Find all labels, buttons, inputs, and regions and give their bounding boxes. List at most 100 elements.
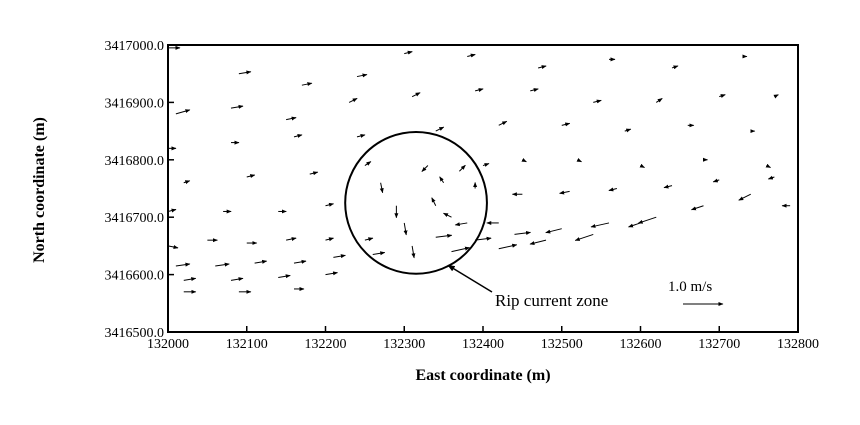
flow-vector <box>293 133 303 138</box>
flow-vector <box>529 239 547 246</box>
flow-vector <box>498 120 508 126</box>
flow-vector <box>637 216 657 224</box>
flow-vector <box>286 237 297 242</box>
flow-vector <box>309 171 319 176</box>
flow-vector <box>451 246 470 253</box>
flow-vector <box>593 99 602 104</box>
flow-vector <box>325 202 334 207</box>
flow-vector <box>459 164 466 172</box>
flow-vector <box>671 65 679 70</box>
flow-vector <box>293 259 307 264</box>
flow-vector <box>628 222 641 228</box>
x-tick-label: 132400 <box>462 337 504 352</box>
y-tick-label: 3416700.0 <box>105 211 165 226</box>
flow-vector <box>411 245 416 259</box>
flow-vector <box>467 53 476 58</box>
vector-arrows <box>167 45 791 294</box>
flow-vector <box>230 104 244 109</box>
y-tick-label: 3416600.0 <box>105 269 165 284</box>
x-tick-label: 132300 <box>383 337 425 352</box>
y-axis-ticks: 3416500.0 3416600.0 3416700.0 3416800.0 3416… <box>105 39 174 341</box>
y-tick-label: 3417000.0 <box>105 39 165 54</box>
flow-vector <box>590 222 610 228</box>
x-tick-label: 132500 <box>541 337 583 352</box>
flow-vector <box>356 133 366 138</box>
flow-vector <box>624 128 632 133</box>
flow-vector <box>443 212 452 218</box>
flow-vector <box>574 233 594 241</box>
flow-vector <box>167 208 177 213</box>
flow-vector <box>765 163 771 168</box>
flow-vector <box>439 176 445 184</box>
x-tick-label: 132800 <box>777 337 819 352</box>
flow-vector <box>404 50 413 55</box>
flow-vector <box>421 165 429 172</box>
y-axis-title: North coordinate (m) <box>31 117 48 263</box>
flow-vector <box>482 163 490 167</box>
flow-vector <box>691 205 704 211</box>
flow-vector <box>719 94 726 98</box>
flow-vector <box>238 70 252 75</box>
flow-vector <box>514 230 531 235</box>
flow-vector <box>175 109 191 115</box>
rip-current-circle <box>344 130 488 275</box>
x-tick-label: 132000 <box>147 337 189 352</box>
flow-vector <box>767 175 775 180</box>
flow-vector <box>576 157 582 163</box>
flow-vector <box>183 180 191 185</box>
flow-vector <box>435 233 453 238</box>
flow-vector <box>167 245 179 249</box>
flow-vector <box>325 271 338 276</box>
flow-vector <box>538 65 547 69</box>
flow-vector <box>639 163 645 168</box>
flow-vector <box>559 190 570 195</box>
flow-vector <box>356 73 368 78</box>
flow-vector <box>364 237 374 242</box>
y-tick-label: 3416500.0 <box>105 326 165 341</box>
flow-vector <box>738 193 751 201</box>
flow-vector <box>215 262 230 267</box>
annotation-label: Rip current zone <box>495 291 608 310</box>
flow-vector <box>773 94 779 99</box>
flow-vector <box>254 259 268 264</box>
flow-vector <box>286 116 297 121</box>
flow-vector <box>475 88 484 92</box>
flow-vector <box>230 277 244 282</box>
flow-vector <box>301 82 313 87</box>
flow-vector <box>498 243 518 250</box>
flow-vector <box>608 187 617 192</box>
flow-vector <box>372 251 386 256</box>
x-tick-label: 132100 <box>226 337 268 352</box>
flow-vector <box>278 274 291 279</box>
x-axis-title: East coordinate (m) <box>415 367 550 384</box>
x-tick-label: 132600 <box>620 337 662 352</box>
flow-vector <box>411 92 421 98</box>
y-tick-label: 3416800.0 <box>105 154 165 169</box>
flow-vector <box>175 262 191 267</box>
flow-vector <box>333 254 346 259</box>
flow-vector <box>348 97 358 103</box>
flow-vector <box>561 122 571 127</box>
flow-vector <box>364 161 372 166</box>
flow-vector <box>403 222 408 236</box>
x-axis-ticks: 132000 132100 132200 132300 132400 132500 1326… <box>147 326 819 352</box>
flow-vector <box>475 236 492 241</box>
x-tick-label: 132700 <box>698 337 740 352</box>
flow-vector <box>325 237 334 242</box>
flow-vector <box>530 88 539 92</box>
flow-vector <box>454 222 468 227</box>
annotation-pointer <box>447 264 493 293</box>
flow-vector <box>431 197 437 206</box>
flow-vector <box>655 97 663 103</box>
flow-vector <box>521 157 527 163</box>
flow-vector <box>435 126 445 132</box>
flow-vector <box>246 174 256 179</box>
flow-vector <box>712 178 720 183</box>
flow-vector <box>183 277 197 282</box>
x-tick-label: 132200 <box>305 337 347 352</box>
flow-vector <box>545 228 562 234</box>
y-tick-label: 3416900.0 <box>105 96 165 111</box>
reference-vector-label: 1.0 m/s <box>668 279 712 295</box>
flow-vector <box>379 182 384 194</box>
